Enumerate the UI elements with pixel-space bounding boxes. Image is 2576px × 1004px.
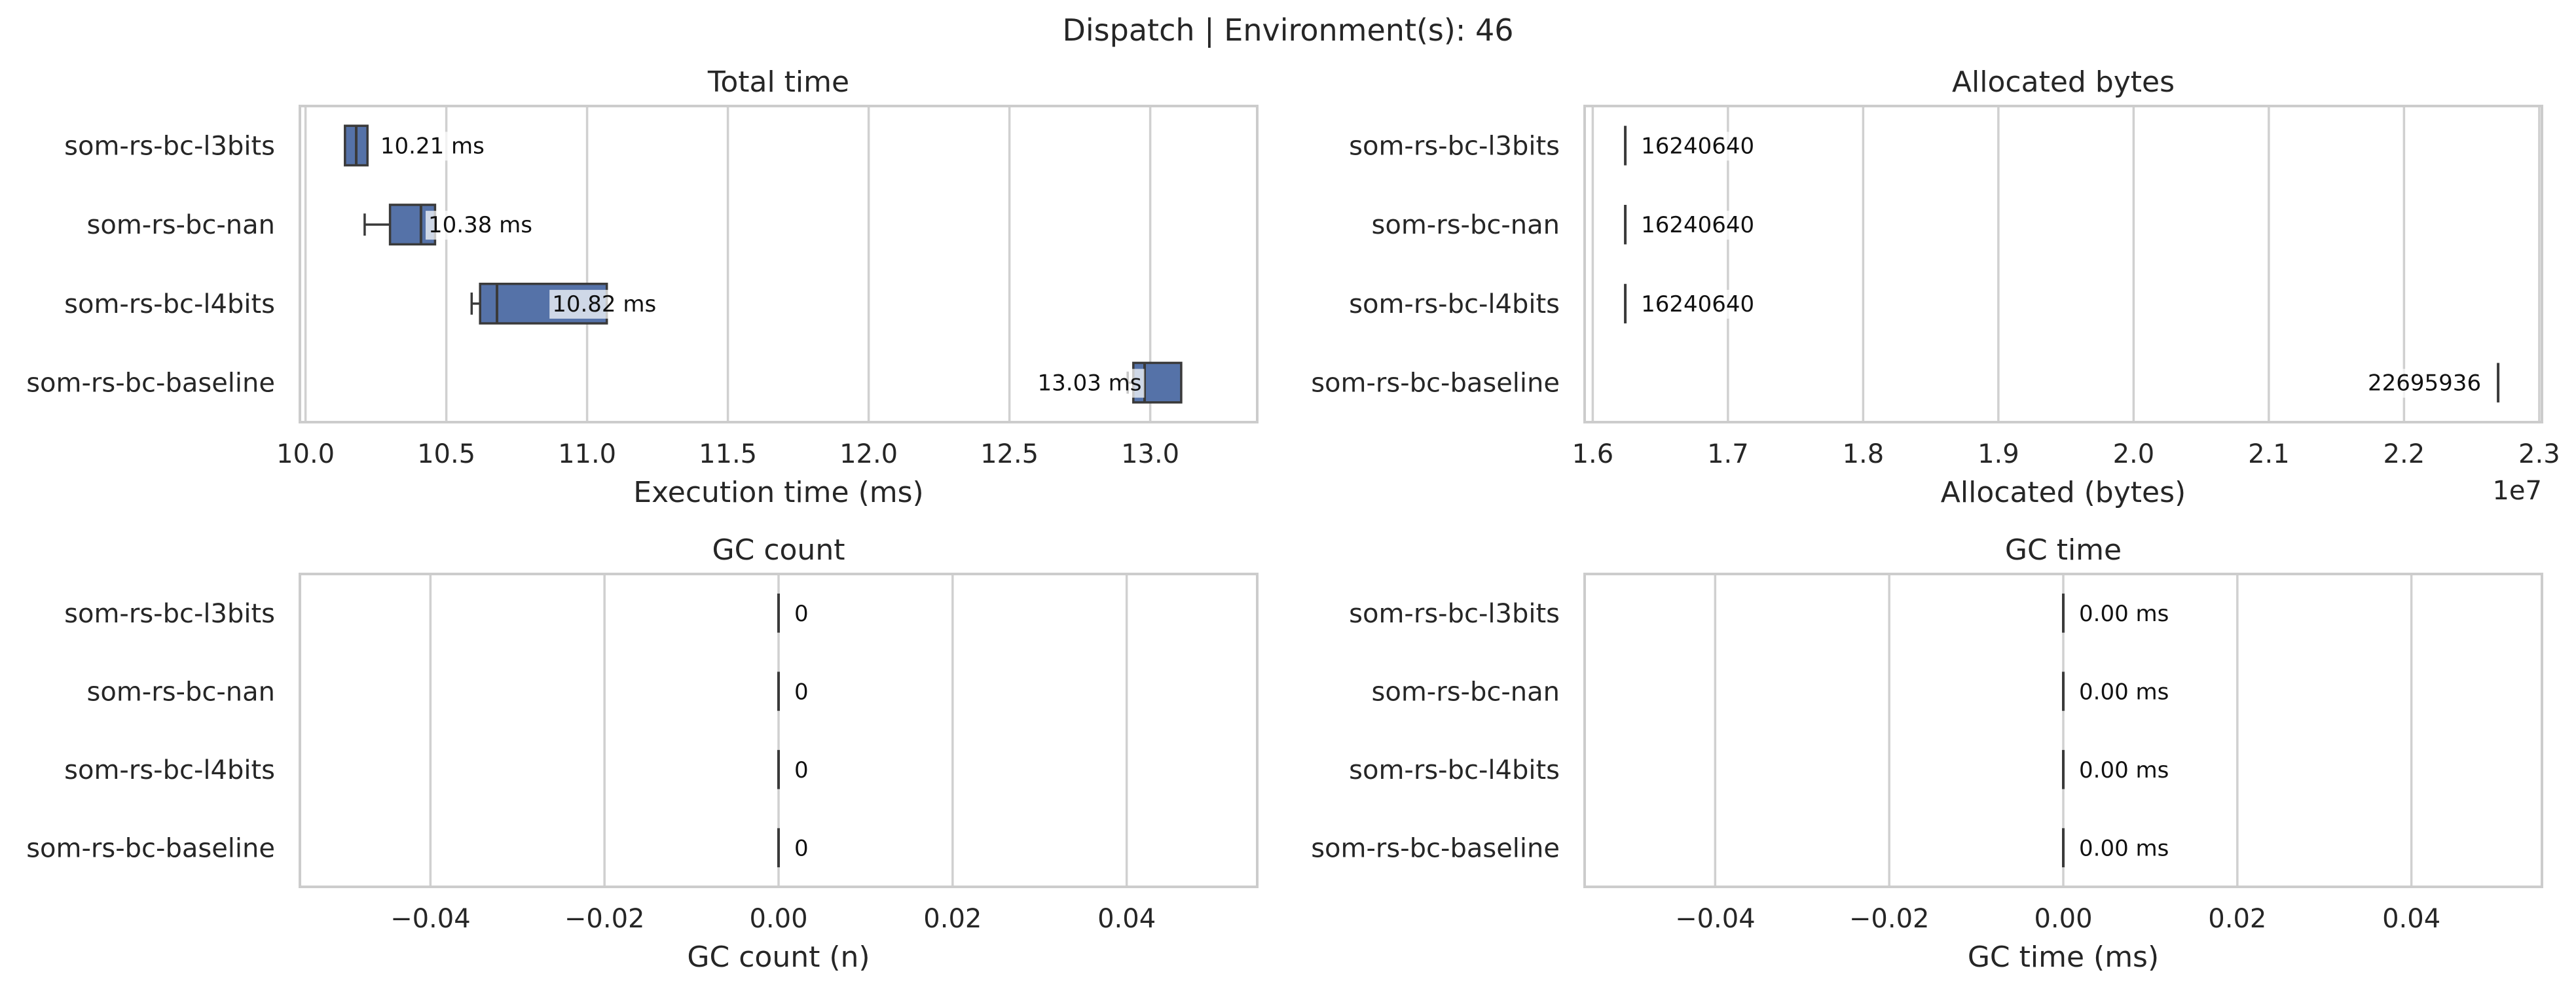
box-1 xyxy=(363,204,437,246)
axes-frame xyxy=(1583,573,2543,888)
y-category-label: som-rs-bc-nan xyxy=(87,677,275,707)
value-label-background xyxy=(792,677,811,707)
y-category-label: som-rs-bc-nan xyxy=(1372,677,1560,707)
x-tick-label: 1.6 xyxy=(1572,439,1614,469)
value-label: 0 xyxy=(794,757,809,783)
panel-title: GC count xyxy=(712,533,845,567)
value-label-background xyxy=(2076,834,2172,863)
panel-gc-time: −0.04 −0.02 0.00 0.02 0.04 som-rs-bc-l3bits so… xyxy=(1311,533,2543,974)
value-label: 0.00 ms xyxy=(2079,757,2169,783)
value-label: 16240640 xyxy=(1641,133,1754,159)
value-label-background xyxy=(2076,599,2172,628)
x-tick-label: −0.04 xyxy=(390,904,471,934)
x-tick-label: 13.0 xyxy=(1121,439,1179,469)
value-label: 0 xyxy=(794,601,809,627)
panel-total-time: 10.0 10.5 11.0 11.5 12.0 12.5 13.0 som-rs-bc-l3… xyxy=(26,65,1259,509)
value-label: 0.00 ms xyxy=(2079,835,2169,861)
value-label: 10.82 ms xyxy=(552,291,656,317)
y-category-label: som-rs-bc-l3bits xyxy=(64,599,275,629)
x-tick-label: 1.7 xyxy=(1707,439,1749,469)
x-tick-label: 2.3 xyxy=(2518,439,2560,469)
value-label: 0.00 ms xyxy=(2079,601,2169,627)
value-label-background xyxy=(377,132,487,161)
x-axis-label: Allocated (bytes) xyxy=(1941,476,2186,509)
x-tick-label: 0.04 xyxy=(1097,904,1156,934)
value-label-background xyxy=(1638,132,1757,161)
x-axis-offset-text: 1e7 xyxy=(2492,476,2542,506)
y-category-label: som-rs-bc-nan xyxy=(87,210,275,240)
value-label: 22695936 xyxy=(2368,370,2481,397)
x-axis-label: GC count (n) xyxy=(687,941,870,974)
figure-suptitle: Dispatch | Environment(s): 46 xyxy=(1062,12,1513,48)
value-label-background xyxy=(792,755,811,785)
value-label: 10.21 ms xyxy=(380,133,485,159)
y-category-label: som-rs-bc-baseline xyxy=(1311,833,1560,863)
panel-allocated-bytes: 1.6 1.7 1.8 1.9 2.0 2.1 2.2 2.3 som-rs-bc-l3bits… xyxy=(1311,65,2560,509)
x-tick-label: 10.5 xyxy=(417,439,475,469)
x-tick-label: 1.9 xyxy=(1978,439,2019,469)
y-category-label: som-rs-bc-l4bits xyxy=(1349,289,1560,319)
x-tick-label: 0.00 xyxy=(749,904,807,934)
y-category-label: som-rs-bc-baseline xyxy=(26,368,275,399)
x-tick-label: 2.1 xyxy=(2248,439,2290,469)
y-category-label: som-rs-bc-l4bits xyxy=(64,289,275,319)
x-tick-label: −0.02 xyxy=(564,904,645,934)
value-label: 0.00 ms xyxy=(2079,679,2169,705)
value-label-background xyxy=(792,599,811,628)
panel-gc-count: −0.04 −0.02 0.00 0.02 0.04 som-rs-bc-l3bits so… xyxy=(26,533,1259,974)
y-category-label: som-rs-bc-l4bits xyxy=(64,755,275,785)
x-tick-label: 0.00 xyxy=(2034,904,2092,934)
x-tick-label: 11.5 xyxy=(699,439,757,469)
axes-frame xyxy=(1583,105,2543,423)
y-category-label: som-rs-bc-baseline xyxy=(26,833,275,863)
x-tick-label: −0.02 xyxy=(1849,904,1930,934)
value-label-background xyxy=(2076,755,2172,785)
value-label-background xyxy=(1638,211,1757,240)
x-tick-label: 1.8 xyxy=(1843,439,1885,469)
x-tick-label: 2.0 xyxy=(2113,439,2155,469)
x-tick-label: 0.02 xyxy=(923,904,982,934)
value-label: 0 xyxy=(794,835,809,861)
panel-title: Allocated bytes xyxy=(1952,65,2175,99)
x-tick-label: 0.02 xyxy=(2208,904,2266,934)
x-tick-label: 0.04 xyxy=(2382,904,2440,934)
panel-title: GC time xyxy=(2005,533,2122,567)
axes-frame xyxy=(299,105,1259,423)
x-axis-label: GC time (ms) xyxy=(1968,941,2159,974)
y-category-label: som-rs-bc-l3bits xyxy=(64,131,275,161)
x-tick-label: 10.0 xyxy=(276,439,335,469)
box-0 xyxy=(344,124,369,167)
value-label-background xyxy=(549,289,659,319)
x-axis-label: Execution time (ms) xyxy=(633,476,923,509)
value-label: 10.38 ms xyxy=(428,212,532,238)
x-tick-label: −0.04 xyxy=(1675,904,1756,934)
y-category-label: som-rs-bc-l3bits xyxy=(1349,599,1560,629)
y-category-label: som-rs-bc-nan xyxy=(1372,210,1560,240)
x-tick-label: 12.0 xyxy=(839,439,898,469)
value-label: 13.03 ms xyxy=(1038,370,1142,397)
value-label: 0 xyxy=(794,679,809,705)
value-label-background xyxy=(1035,368,1145,398)
value-label-background xyxy=(2365,368,2484,398)
value-label-background xyxy=(1638,289,1757,319)
y-category-label: som-rs-bc-l3bits xyxy=(1349,131,1560,161)
value-label-background xyxy=(792,834,811,863)
value-label-background xyxy=(426,211,535,240)
panel-title: Total time xyxy=(707,65,849,99)
x-tick-label: 12.5 xyxy=(980,439,1039,469)
value-label-background xyxy=(2076,677,2172,707)
y-category-label: som-rs-bc-l4bits xyxy=(1349,755,1560,785)
value-label: 16240640 xyxy=(1641,291,1754,317)
value-label: 16240640 xyxy=(1641,212,1754,238)
y-category-label: som-rs-bc-baseline xyxy=(1311,368,1560,399)
axes-frame xyxy=(299,573,1259,888)
x-tick-label: 11.0 xyxy=(558,439,616,469)
x-tick-label: 2.2 xyxy=(2383,439,2425,469)
